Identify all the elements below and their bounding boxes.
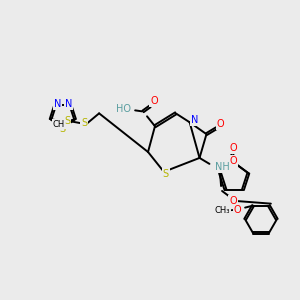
Text: N: N [53,99,61,109]
Text: S: S [64,116,70,126]
Text: O: O [233,205,241,214]
Text: O: O [150,97,158,106]
Text: O: O [230,156,237,166]
Text: O: O [230,143,237,153]
Text: N: N [191,115,198,125]
Text: CH₃: CH₃ [52,120,68,129]
Text: S: S [163,169,169,179]
Text: CH₃: CH₃ [214,206,230,215]
Text: O: O [217,119,224,129]
Text: S: S [60,124,66,134]
Text: O: O [229,196,237,206]
Text: HO: HO [116,104,131,114]
Text: NH: NH [215,162,230,172]
Text: S: S [81,118,87,128]
Text: N: N [65,99,72,109]
